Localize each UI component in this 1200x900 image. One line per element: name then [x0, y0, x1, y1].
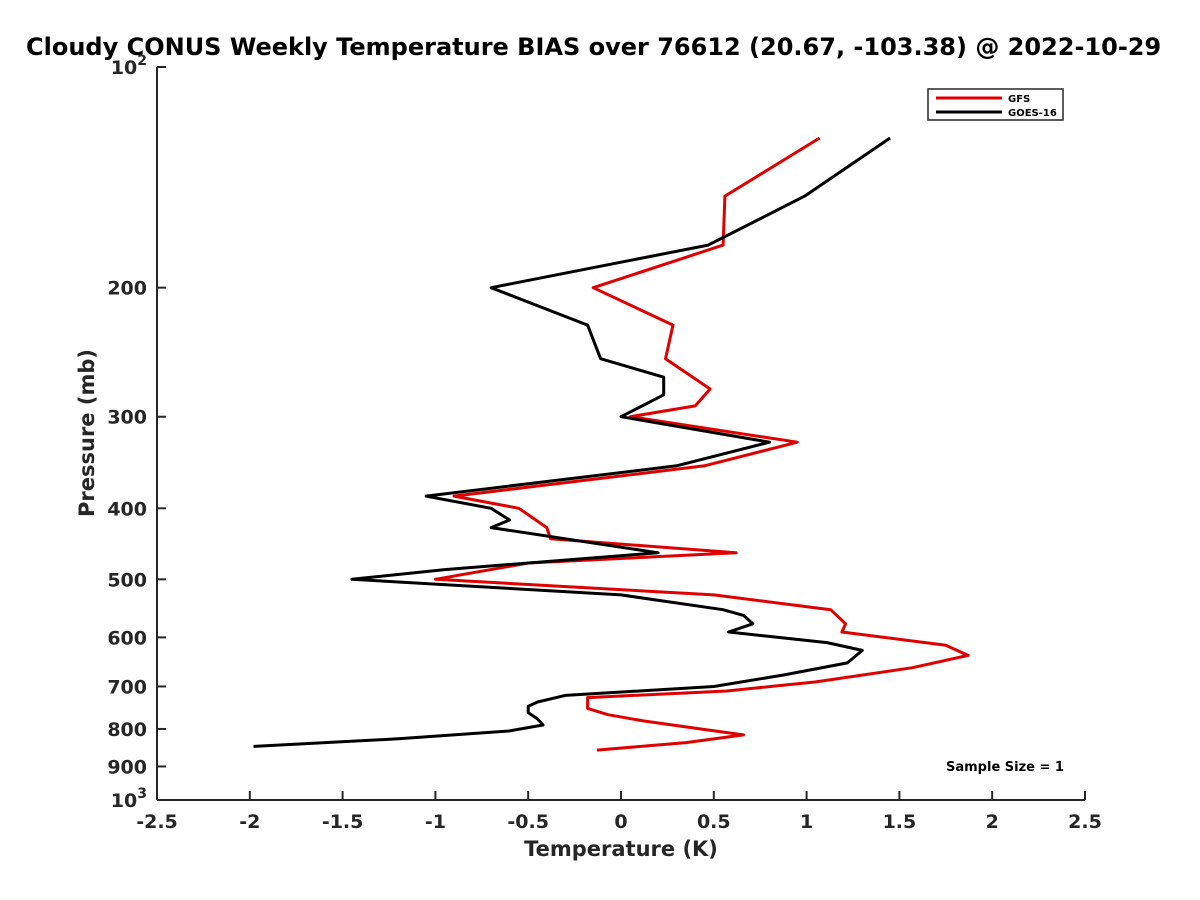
x-tick-label: -1.5 — [322, 811, 364, 833]
y-tick-label: 900 — [107, 756, 147, 778]
y-tick-label: 103 — [111, 786, 147, 812]
series-layer — [253, 136, 970, 752]
y-tick-label: 102 — [111, 53, 147, 79]
series-line-goes-16 — [253, 136, 891, 748]
legend: GFS GOES-16 — [927, 88, 1064, 121]
axes: -2.5 -2 -1.5 -1 -0.5 0 0.5 1 1.5 2 2.5 102 200 300 400… — [107, 53, 1102, 833]
x-tick-label: 1 — [800, 811, 813, 833]
sample-size-annotation: Sample Size = 1 — [946, 760, 1064, 775]
legend-box — [927, 88, 1064, 121]
x-tick-label: -2.5 — [136, 811, 178, 833]
chart-title: Cloudy CONUS Weekly Temperature BIAS ove… — [26, 33, 1161, 61]
x-tick-label: -0.5 — [507, 811, 549, 833]
y-tick-label: 500 — [107, 569, 147, 591]
legend-entry: GFS — [1008, 94, 1030, 105]
y-tick-label: 400 — [107, 498, 147, 520]
y-tick-label: 200 — [107, 278, 147, 300]
x-tick-label: -1 — [425, 811, 446, 833]
series-line-gfs — [433, 136, 970, 752]
y-tick-label: 800 — [107, 719, 147, 741]
y-axis-label: Pressure (mb) — [75, 349, 99, 517]
x-axis-label: Temperature (K) — [524, 837, 718, 861]
x-tick-label: 2.5 — [1068, 811, 1102, 833]
x-tick-label: 0 — [614, 811, 627, 833]
x-tick-label: 1.5 — [883, 811, 917, 833]
x-tick-label: 0.5 — [697, 811, 731, 833]
x-tick-label: -2 — [239, 811, 260, 833]
y-tick-label: 600 — [107, 627, 147, 649]
legend-entry: GOES-16 — [1008, 108, 1057, 119]
y-tick-label: 700 — [107, 676, 147, 698]
x-tick-label: 2 — [986, 811, 999, 833]
y-tick-label: 300 — [107, 407, 147, 429]
